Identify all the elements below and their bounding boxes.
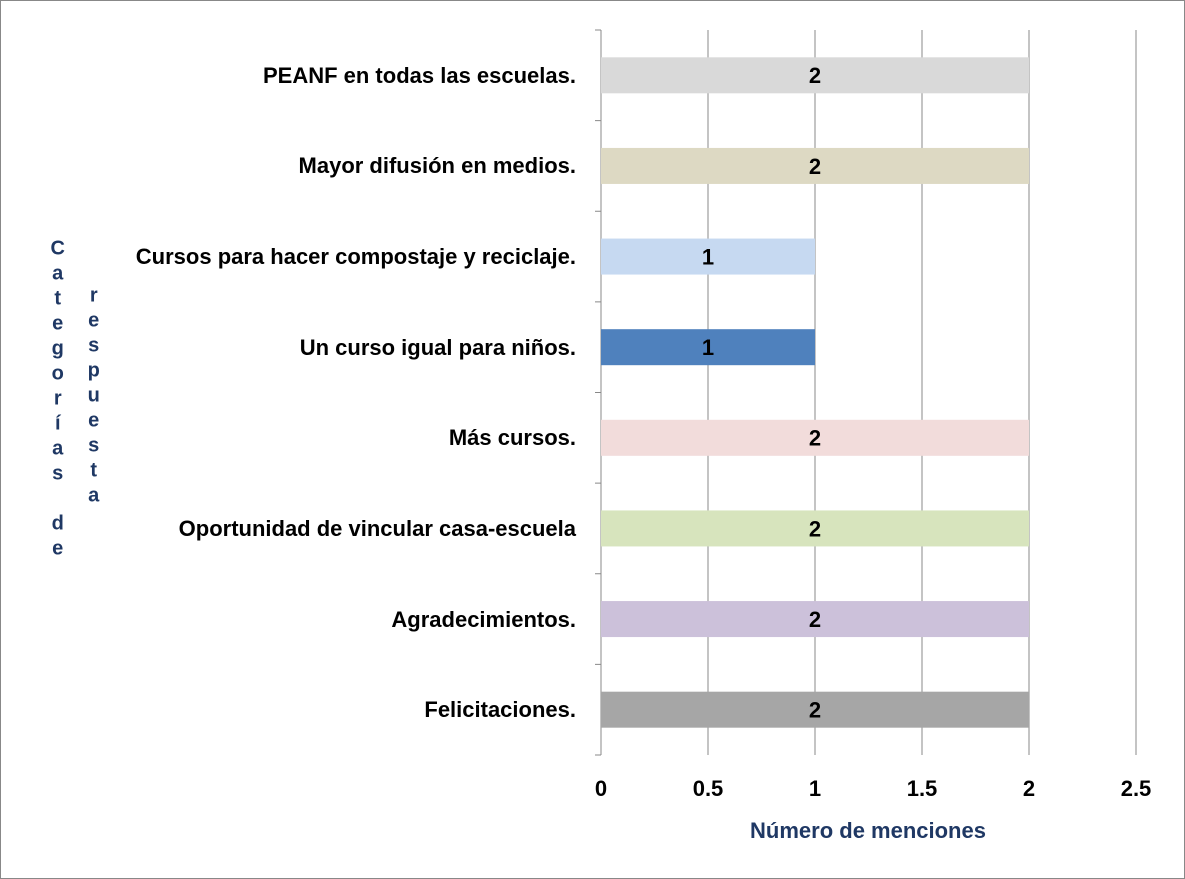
data-label: 1 <box>702 244 714 269</box>
bar <box>601 147 1029 184</box>
data-label: 2 <box>809 426 821 451</box>
data-label: 2 <box>809 516 821 541</box>
data-label: 2 <box>809 154 821 179</box>
y-tick-label: Felicitaciones. <box>424 697 576 723</box>
y-tick-label: Más cursos. <box>448 425 576 451</box>
x-tick-label: 1.5 <box>907 776 938 801</box>
data-label: 2 <box>809 607 821 632</box>
bar <box>601 691 1029 728</box>
y-tick-label: Cursos para hacer compostaje y reciclaje… <box>135 244 576 270</box>
y-axis-label: respuesta <box>83 285 105 510</box>
bar <box>601 329 815 366</box>
bar <box>601 57 1029 94</box>
bar <box>601 601 1029 638</box>
x-tick-label: 1 <box>809 776 821 801</box>
data-label: 2 <box>809 63 821 88</box>
x-tick-label: 0 <box>595 776 607 801</box>
bar <box>601 419 1029 456</box>
y-tick-label: Oportunidad de vincular casa-escuela <box>178 515 576 541</box>
y-axis-label: Categorías de <box>47 238 69 563</box>
data-label: 2 <box>809 698 821 723</box>
x-tick-label: 2 <box>1023 776 1035 801</box>
y-tick-label: Un curso igual para niños. <box>299 334 576 360</box>
bar <box>601 510 1029 547</box>
data-label: 1 <box>702 335 714 360</box>
y-tick-label: PEANF en todas las escuelas. <box>262 62 576 88</box>
y-tick-label: Agradecimientos. <box>391 606 576 632</box>
bar <box>601 238 815 275</box>
x-tick-label: 0.5 <box>693 776 724 801</box>
x-tick-label: 2.5 <box>1121 776 1152 801</box>
x-axis-label: Número de menciones <box>750 818 986 843</box>
y-tick-label: Mayor difusión en medios. <box>298 153 576 179</box>
